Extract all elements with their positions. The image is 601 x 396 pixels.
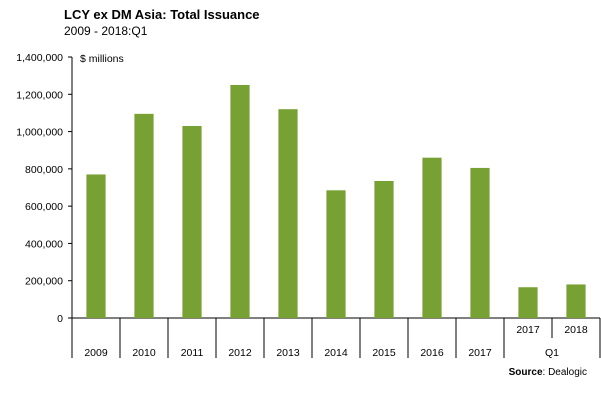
y-tick-label: 1,200,000 xyxy=(16,89,63,101)
x-tick-label: 2015 xyxy=(372,347,396,359)
bar xyxy=(134,113,154,318)
chart-title: LCY ex DM Asia: Total Issuance xyxy=(64,7,260,22)
y-axis-unit-label: $ millions xyxy=(80,53,124,65)
source-note: Source: Dealogic xyxy=(509,367,587,378)
x-group-label: Q1 xyxy=(545,347,559,359)
y-tick-label: 1,000,000 xyxy=(16,127,63,139)
x-tick-label: 2011 xyxy=(181,347,204,359)
bar xyxy=(422,157,442,318)
x-tick-label: 2017 xyxy=(516,324,540,336)
y-tick-label: 0 xyxy=(57,313,63,325)
bar xyxy=(278,109,298,318)
x-tick-label: 2010 xyxy=(132,347,156,359)
bar xyxy=(230,84,250,318)
bar xyxy=(470,167,490,318)
x-tick-label: 2016 xyxy=(420,347,444,359)
y-tick-label: 800,000 xyxy=(25,164,63,176)
y-tick-label: 600,000 xyxy=(25,201,63,213)
bar xyxy=(182,125,202,318)
x-tick-label: 2013 xyxy=(276,347,300,359)
x-tick-label: 2009 xyxy=(84,347,108,359)
source-text: : Dealogic xyxy=(542,367,587,378)
bar xyxy=(86,174,106,318)
source-label: Source xyxy=(508,367,543,378)
bar xyxy=(518,287,538,318)
bar xyxy=(326,190,346,318)
bar xyxy=(566,284,586,318)
y-tick-label: 1,400,000 xyxy=(16,52,63,64)
chart-subtitle: 2009 - 2018:Q1 xyxy=(64,24,148,38)
x-tick-label: 2012 xyxy=(228,347,252,359)
x-tick-label: 2014 xyxy=(324,347,348,359)
x-tick-label: 2017 xyxy=(468,347,492,359)
y-tick-label: 400,000 xyxy=(25,238,63,250)
y-tick-label: 200,000 xyxy=(25,276,63,288)
x-tick-label: 2018 xyxy=(564,324,588,336)
bar xyxy=(374,180,394,318)
